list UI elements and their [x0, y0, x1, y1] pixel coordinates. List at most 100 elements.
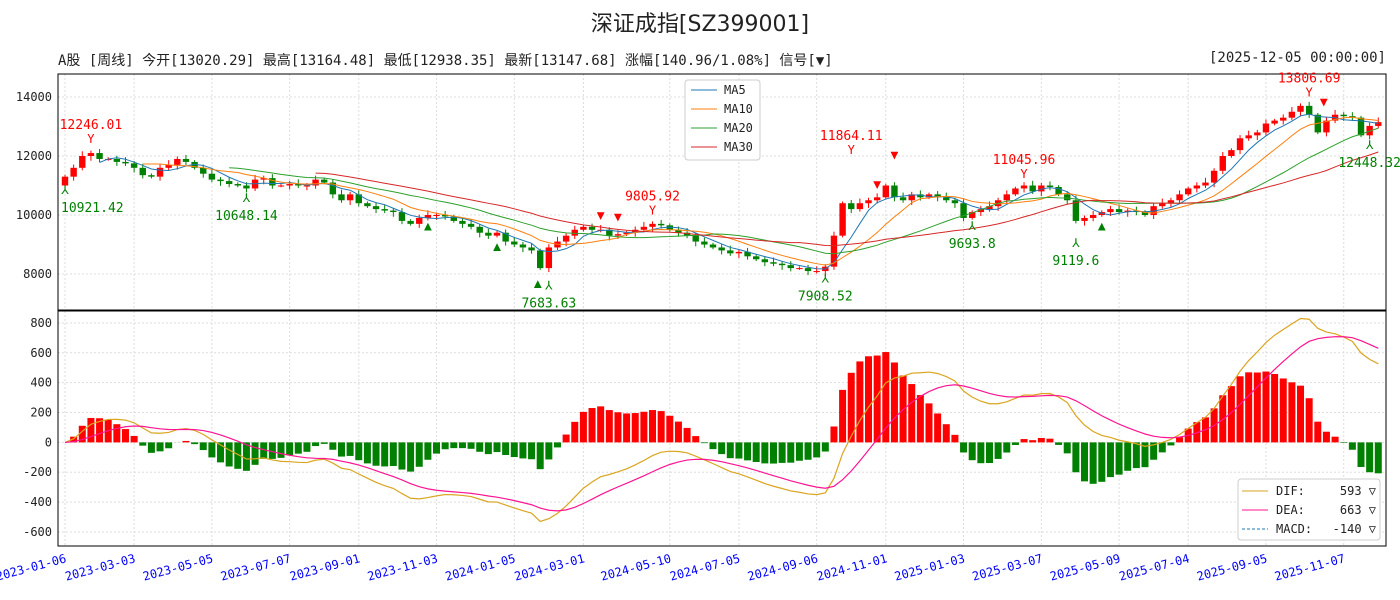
candle-down — [606, 229, 613, 236]
macd-bar-positive — [588, 408, 596, 443]
macd-bar-positive — [1314, 421, 1322, 443]
candle-up — [70, 167, 77, 177]
macd-bar-positive — [87, 417, 95, 443]
macd-bar-negative — [968, 442, 976, 461]
candle-down — [485, 232, 492, 236]
candle-down — [407, 220, 414, 224]
sell-signal-icon: ▼ — [1320, 95, 1328, 110]
macd-bar-negative — [450, 442, 458, 449]
macd-bar-negative — [1340, 442, 1348, 443]
candle-down — [675, 229, 682, 233]
macd-bar-negative — [303, 442, 311, 452]
macd-bar-negative — [960, 442, 968, 453]
candle-down — [511, 241, 518, 245]
candle-up — [1167, 200, 1175, 204]
candle-down — [761, 259, 769, 263]
macd-axis-tick: 600 — [30, 346, 52, 360]
macd-bar-negative — [726, 442, 734, 459]
candle-up — [649, 223, 656, 227]
x-axis-date-label: 2024-01-05 — [444, 551, 517, 583]
macd-bar-positive — [640, 411, 648, 443]
macd-bar-positive — [1288, 382, 1296, 443]
macd-bar-negative — [1072, 442, 1080, 473]
price-panel-frame — [57, 73, 1387, 311]
low-price-label: 7683.63 — [521, 296, 576, 311]
macd-bar-negative — [346, 442, 354, 456]
macd-bar-negative — [493, 442, 501, 453]
macd-legend-value: 593 ▽ — [1340, 484, 1377, 498]
candle-up — [830, 235, 838, 267]
macd-bar-negative — [1081, 442, 1089, 482]
candle-up — [1245, 135, 1252, 139]
macd-bar-positive — [1176, 437, 1184, 443]
macd-bar-positive — [96, 418, 104, 443]
candle-down — [804, 268, 812, 272]
macd-bar-negative — [813, 442, 821, 458]
x-axis-date-label: 2023-01-06 — [0, 551, 68, 583]
macd-bar-positive — [1253, 372, 1261, 443]
candle-down — [130, 163, 138, 168]
macd-bar-positive — [890, 362, 898, 443]
low-price-label: 7908.52 — [798, 290, 853, 305]
macd-bar-negative — [1089, 442, 1097, 484]
macd-bar-positive — [908, 384, 916, 443]
macd-bar-negative — [433, 442, 441, 454]
macd-bar-negative — [1374, 442, 1382, 474]
candle-down — [1357, 117, 1365, 136]
candle-up — [277, 185, 285, 187]
macd-bar-negative — [398, 442, 406, 470]
macd-bar-positive — [951, 434, 959, 443]
candle-up — [165, 164, 172, 168]
candle-up — [1150, 206, 1157, 216]
x-axis-date-label: 2025-03-07 — [971, 551, 1044, 583]
candle-down — [1115, 209, 1123, 213]
low-price-label: 12448.32 — [1338, 156, 1400, 171]
candle-down — [778, 263, 786, 266]
macd-bar-negative — [260, 442, 268, 459]
candle-down — [321, 179, 328, 183]
macd-bar-negative — [1106, 442, 1114, 478]
sell-signal-icon: ▼ — [597, 208, 605, 223]
candle-down — [588, 226, 596, 230]
macd-bar-negative — [1348, 442, 1356, 450]
macd-bar-negative — [294, 442, 302, 454]
price-axis-tick: 8000 — [23, 267, 52, 281]
candle-up — [1219, 156, 1226, 171]
candle-up — [873, 197, 881, 201]
ma-legend — [684, 79, 761, 161]
candle-down — [381, 209, 388, 211]
macd-bar-negative — [528, 442, 536, 460]
candle-down — [217, 179, 224, 182]
candle-up — [925, 194, 933, 198]
macd-axis-tick: -200 — [23, 465, 52, 479]
candle-up — [580, 226, 587, 230]
macd-legend-name: DEA: — [1276, 503, 1305, 517]
macd-bar-negative — [977, 442, 985, 464]
macd-bar-positive — [657, 411, 665, 443]
macd-bar-positive — [631, 413, 639, 443]
low-marker-icon: ⅄ — [821, 272, 830, 286]
candle-down — [960, 203, 967, 218]
x-axis-date-label: 2024-07-05 — [668, 551, 741, 583]
candle-down — [1072, 200, 1080, 221]
macd-bar-positive — [847, 372, 855, 443]
candle-down — [683, 232, 691, 236]
candle-up — [416, 217, 423, 224]
x-axis-date-label: 2025-07-04 — [1118, 551, 1191, 583]
buy-signal-icon: ▲ — [493, 239, 501, 254]
low-marker-icon: ⅄ — [1365, 138, 1374, 152]
macd-bar-positive — [182, 440, 190, 443]
candle-up — [614, 234, 622, 236]
candle-up — [882, 185, 889, 198]
macd-bar-negative — [225, 442, 233, 467]
macd-bar-negative — [1055, 442, 1063, 445]
candle-up — [571, 229, 578, 236]
dif-line — [64, 317, 1379, 523]
macd-bar-negative — [778, 442, 786, 463]
candle-down — [1055, 186, 1062, 195]
macd-bar-positive — [916, 395, 924, 443]
macd-bar-negative — [545, 442, 553, 460]
candle-up — [493, 232, 501, 236]
candle-down — [459, 220, 466, 224]
candle-up — [1185, 188, 1192, 195]
